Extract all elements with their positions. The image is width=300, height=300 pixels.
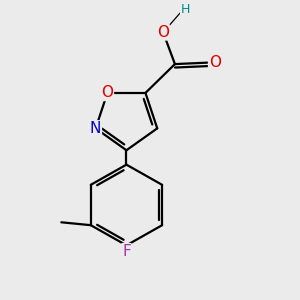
Text: O: O bbox=[157, 25, 169, 40]
Text: H: H bbox=[181, 3, 190, 16]
Text: O: O bbox=[209, 55, 221, 70]
Text: O: O bbox=[101, 85, 113, 100]
Text: F: F bbox=[122, 244, 131, 259]
Text: N: N bbox=[90, 121, 101, 136]
